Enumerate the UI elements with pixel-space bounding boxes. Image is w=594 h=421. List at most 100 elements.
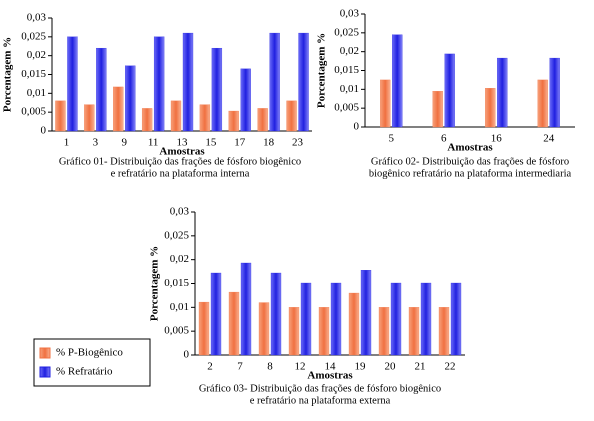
bar	[390, 282, 402, 356]
x-tick-label: 12	[295, 361, 306, 373]
y-tick-label: 0,015	[334, 64, 359, 76]
bar	[378, 307, 390, 356]
bar	[141, 108, 153, 132]
bar	[288, 307, 300, 356]
y-tick-label: 0,025	[334, 26, 359, 38]
bar	[257, 108, 268, 132]
x-tick-label: 9	[121, 137, 127, 149]
bar	[84, 104, 95, 132]
bar	[210, 272, 222, 356]
bar	[438, 307, 450, 356]
x-tick-label: 22	[445, 361, 456, 373]
bar	[360, 270, 372, 356]
x-tick-label: 11	[148, 137, 159, 149]
x-axis-title: Amostras	[447, 142, 493, 154]
y-tick-label: 0,03	[340, 8, 360, 20]
bar	[96, 47, 107, 132]
y-tick-label: 0,015	[164, 277, 189, 289]
bar	[537, 79, 548, 128]
y-tick-label: 0,005	[164, 325, 189, 337]
x-tick-label: 8	[267, 361, 273, 373]
y-tick-label: 0	[184, 349, 190, 361]
legend-label: % P-Biogênico	[56, 347, 123, 359]
x-tick-label: 24	[543, 133, 555, 145]
x-tick-label: 14	[325, 361, 337, 373]
x-tick-label: 23	[292, 137, 304, 149]
x-tick-label: 6	[441, 133, 447, 145]
bar	[432, 91, 443, 128]
bar	[258, 302, 270, 356]
x-tick-label: 15	[205, 137, 217, 149]
legend-box	[33, 338, 151, 387]
bar	[170, 100, 182, 132]
caption: Gráfico 03- Distribuição das frações de …	[199, 383, 441, 394]
y-tick-label: 0,025	[21, 30, 46, 42]
bar	[330, 282, 342, 356]
x-tick-label: 19	[355, 361, 367, 373]
x-tick-label: 1	[64, 137, 70, 149]
y-tick-label: 0,03	[27, 12, 47, 24]
bar	[228, 291, 240, 356]
bar	[300, 282, 312, 356]
legend-swatch	[39, 347, 51, 359]
x-tick-label: 2	[207, 361, 213, 373]
bar	[211, 47, 223, 132]
x-axis-title: Amostras	[307, 370, 353, 382]
bar	[240, 68, 251, 132]
x-tick-label: 3	[93, 137, 99, 149]
y-tick-label: 0,01	[170, 301, 189, 313]
bar	[392, 34, 403, 128]
bar	[497, 57, 508, 128]
x-tick-label: 7	[237, 361, 243, 373]
y-tick-label: 0,02	[170, 253, 189, 265]
bar	[408, 307, 420, 356]
y-tick-label: 0,005	[21, 106, 46, 118]
x-tick-label: 5	[389, 133, 395, 145]
x-tick-label: 17	[234, 137, 246, 149]
y-axis-title: Porcentagem %	[2, 37, 14, 112]
y-tick-label: 0,005	[334, 102, 359, 114]
bar	[199, 104, 211, 132]
y-tick-label: 0	[41, 125, 47, 137]
bar	[67, 36, 78, 132]
bar	[450, 282, 462, 356]
x-axis-title: Amostras	[159, 146, 205, 158]
y-tick-label: 0,02	[340, 45, 359, 57]
bar	[228, 110, 239, 132]
bar	[55, 100, 66, 132]
y-tick-label: 0,03	[170, 206, 190, 218]
y-tick-label: 0,025	[164, 229, 189, 241]
x-tick-label: 13	[177, 137, 189, 149]
caption: Gráfico 01- Distribuição das frações de …	[59, 156, 301, 167]
y-tick-label: 0,01	[340, 83, 359, 95]
x-tick-label: 20	[385, 361, 397, 373]
legend-label: % Refratário	[56, 366, 113, 378]
y-tick-label: 0	[354, 121, 360, 133]
bar	[318, 307, 330, 356]
bar	[298, 32, 309, 132]
legend-swatch	[39, 366, 51, 378]
bar	[113, 86, 124, 132]
caption: Gráfico 02- Distribuição das frações de …	[371, 156, 569, 167]
bar	[380, 79, 391, 128]
bar	[269, 32, 280, 132]
bar	[153, 36, 165, 132]
caption: biogênico refratário na plataforma inter…	[369, 168, 572, 179]
x-tick-label: 16	[491, 133, 503, 145]
y-axis-title: Porcentagem %	[316, 33, 328, 108]
bar	[420, 282, 432, 356]
bar	[240, 262, 252, 356]
y-axis-title: Porcentagem %	[149, 246, 161, 321]
bar	[286, 100, 297, 132]
y-tick-label: 0,015	[21, 68, 46, 80]
caption: e refratário na plataforma interna	[111, 168, 250, 179]
bar	[549, 57, 560, 128]
y-tick-label: 0,01	[27, 87, 46, 99]
bar	[182, 32, 194, 132]
bar	[485, 88, 496, 128]
bar	[125, 65, 136, 132]
bar	[198, 301, 210, 356]
y-tick-label: 0,02	[27, 49, 46, 61]
x-tick-label: 21	[415, 361, 426, 373]
